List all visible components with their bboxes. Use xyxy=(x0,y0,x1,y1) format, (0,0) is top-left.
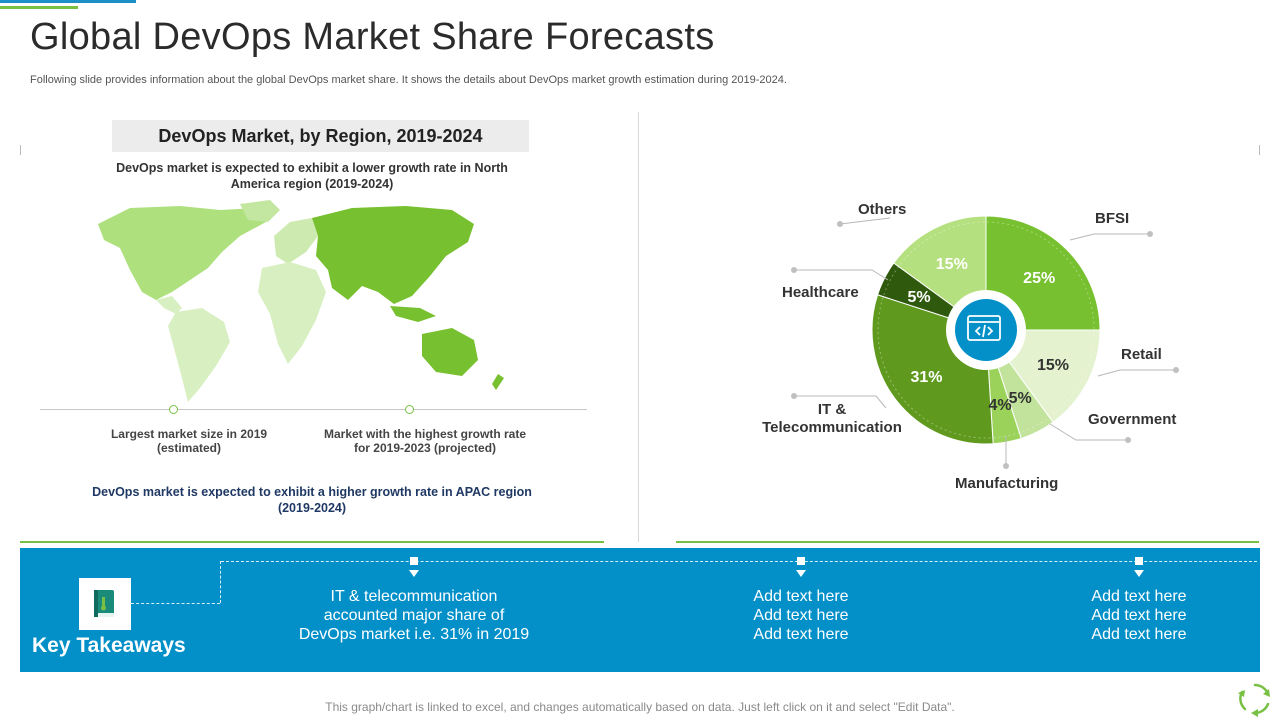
world-map xyxy=(98,200,504,402)
footer-note: This graph/chart is linked to excel, and… xyxy=(325,700,955,714)
label-healthcare: Healthcare xyxy=(782,284,859,301)
takeaway3-line3: Add text here xyxy=(1091,626,1187,643)
north-america-note: DevOps market is expected to exhibit a l… xyxy=(116,161,508,191)
refresh-cycle-icon[interactable] xyxy=(1236,680,1274,718)
takeaway3-marker xyxy=(1135,557,1143,565)
leader-manufacturing-dot xyxy=(1003,463,1009,469)
pie-inner-dashed-ring xyxy=(877,221,1095,439)
leader-it-telecom-dot xyxy=(791,393,797,399)
pie-chart: 25%15%5%4%31%5%15% xyxy=(791,215,1179,469)
map-north-america xyxy=(98,206,266,300)
label-government: Government xyxy=(1088,411,1177,428)
takeaways-dashed-line xyxy=(221,561,1257,562)
apac-note: DevOps market is expected to exhibit a h… xyxy=(92,485,532,515)
code-window-icon xyxy=(967,315,1001,341)
book-icon xyxy=(94,590,114,617)
takeaway2-line1: Add text here xyxy=(753,588,849,605)
highest-growth-marker xyxy=(405,405,414,414)
takeaway2-marker xyxy=(797,557,805,565)
leader-retail-dot xyxy=(1173,367,1179,373)
leader-it-telecom xyxy=(794,395,887,409)
leader-healthcare-dot xyxy=(791,267,797,273)
right-green-rule xyxy=(676,541,1259,543)
takeaway1-line2: accounted major share of xyxy=(323,607,505,624)
pie-value-it-telecommunication: 31% xyxy=(910,369,942,386)
pie-slice-bfsi xyxy=(985,215,1101,331)
center-divider xyxy=(638,112,639,542)
leader-government-dot xyxy=(1125,437,1131,443)
leader-retail xyxy=(1097,369,1176,377)
pie-leader-lines xyxy=(791,217,1179,469)
takeaways-dashed-connector xyxy=(220,561,221,603)
map-central-america xyxy=(156,296,182,314)
takeaways-dashed-stub xyxy=(131,603,220,604)
map-asia xyxy=(312,206,474,304)
takeaway1-line3: DevOps market i.e. 31% in 2019 xyxy=(298,626,530,643)
leader-others-dot xyxy=(837,221,843,227)
takeaway2-line3: Add text here xyxy=(753,626,849,643)
takeaway2-line2: Add text here xyxy=(753,607,849,624)
leader-healthcare xyxy=(794,269,889,281)
pie-value-government: 5% xyxy=(1009,390,1032,407)
map-africa xyxy=(258,262,326,364)
map-greenland xyxy=(240,200,280,222)
label-retail: Retail xyxy=(1121,346,1162,363)
region-panel-title-bg xyxy=(112,120,529,152)
map-europe xyxy=(274,218,318,264)
takeaway3-line2: Add text here xyxy=(1091,607,1187,624)
region-panel-title: DevOps Market, by Region, 2019-2024 xyxy=(158,126,483,146)
takeaway2-text: Add text here Add text here Add text her… xyxy=(700,587,902,644)
leader-government xyxy=(1049,423,1128,441)
left-green-rule xyxy=(20,541,604,543)
map-japan xyxy=(426,244,440,260)
pie-value-healthcare: 5% xyxy=(907,289,930,306)
slide-title: Global DevOps Market Share Forecasts xyxy=(30,16,715,58)
takeaway1-arrow xyxy=(409,570,419,577)
map-baseline xyxy=(40,409,587,410)
top-accent-green-line xyxy=(0,6,78,9)
label-it-telecom: IT & Telecommunication xyxy=(762,401,902,436)
largest-market-label: Largest market size in 2019 (estimated) xyxy=(110,427,268,455)
pie-value-manufacturing: 4% xyxy=(989,397,1012,414)
leader-others xyxy=(839,217,891,225)
label-others: Others xyxy=(858,201,907,218)
leader-bfsi xyxy=(1069,233,1150,241)
map-australia xyxy=(422,328,478,376)
pie-value-retail: 15% xyxy=(1037,357,1069,374)
takeaway3-arrow xyxy=(1134,570,1144,577)
takeaway1-marker xyxy=(410,557,418,565)
key-takeaways-bar xyxy=(20,548,1260,672)
largest-market-marker xyxy=(169,405,178,414)
map-southeast-asia xyxy=(390,306,436,322)
key-takeaways-icon-box xyxy=(79,578,131,630)
takeaway3-text: Add text here Add text here Add text her… xyxy=(1038,587,1240,644)
corner-tick-right xyxy=(1259,145,1260,155)
pie-center-badge xyxy=(955,299,1017,361)
top-accent-blue-line xyxy=(0,0,136,3)
label-manufacturing: Manufacturing xyxy=(955,475,1059,492)
corner-tick-left xyxy=(20,145,21,155)
takeaway2-arrow xyxy=(796,570,806,577)
map-south-america xyxy=(168,308,230,402)
leader-bfsi-dot xyxy=(1147,231,1153,237)
takeaway1-line1: IT & telecommunication xyxy=(330,588,498,605)
takeaway3-line1: Add text here xyxy=(1091,588,1187,605)
takeaway1-text: IT & telecommunication accounted major s… xyxy=(274,587,554,644)
slide-subtitle: Following slide provides information abo… xyxy=(30,74,787,86)
highest-growth-label: Market with the highest growth rate for … xyxy=(323,427,527,455)
pie-value-others: 15% xyxy=(936,256,968,273)
key-takeaways-title: Key Takeaways xyxy=(32,634,186,657)
label-bfsi: BFSI xyxy=(1095,210,1130,227)
pie-value-bfsi: 25% xyxy=(1023,270,1055,287)
map-new-zealand xyxy=(492,374,504,390)
